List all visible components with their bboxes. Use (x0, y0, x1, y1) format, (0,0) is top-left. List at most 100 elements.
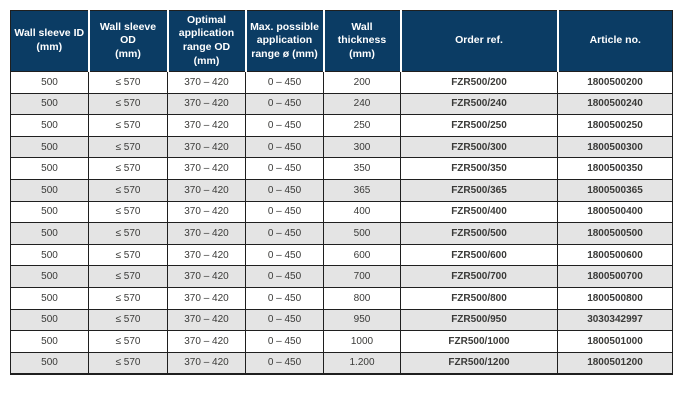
table-row: 500 ≤ 570 370 – 420 0 – 450 700 FZR500/700 180… (10, 265, 673, 288)
cell-order-ref: FZR500/200 (400, 71, 558, 94)
cell-wall-thickness: 350 (323, 157, 401, 180)
table-row: 500 ≤ 570 370 – 420 0 – 450 1000 FZR500/1000 1… (10, 330, 673, 353)
cell-wall-sleeve-id: 500 (10, 265, 89, 288)
cell-wall-thickness: 240 (323, 92, 401, 116)
cell-optimal-range-od: 370 – 420 (167, 308, 246, 332)
table-row: 500 ≤ 570 370 – 420 0 – 450 950 FZR500/950 303… (10, 308, 673, 332)
cell-wall-sleeve-id: 500 (10, 114, 89, 137)
cell-wall-sleeve-od: ≤ 570 (88, 71, 168, 94)
cell-wall-sleeve-id: 500 (10, 330, 89, 353)
cell-wall-sleeve-id: 500 (10, 178, 89, 202)
cell-wall-thickness: 365 (323, 178, 401, 202)
product-spec-table: Wall sleeve ID (mm) Wall sleeve OD (mm) … (10, 10, 673, 375)
cell-wall-thickness: 950 (323, 308, 401, 332)
page: Wall sleeve ID (mm) Wall sleeve OD (mm) … (10, 10, 673, 375)
cell-max-range: 0 – 450 (245, 71, 324, 94)
cell-article-no: 1800500240 (557, 92, 673, 116)
table-row: 500 ≤ 570 370 – 420 0 – 450 300 FZR500/300 180… (10, 135, 673, 159)
cell-order-ref: FZR500/500 (400, 222, 558, 245)
cell-max-range: 0 – 450 (245, 200, 324, 224)
cell-article-no: 1800500800 (557, 286, 673, 310)
cell-wall-sleeve-id: 500 (10, 200, 89, 224)
cell-optimal-range-od: 370 – 420 (167, 286, 246, 310)
cell-article-no: 1800500250 (557, 114, 673, 137)
table-row: 500 ≤ 570 370 – 420 0 – 450 250 FZR500/250 180… (10, 114, 673, 137)
cell-article-no: 1800500500 (557, 222, 673, 245)
cell-order-ref: FZR500/300 (400, 135, 558, 159)
cell-wall-sleeve-id: 500 (10, 157, 89, 180)
table-row: 500 ≤ 570 370 – 420 0 – 450 600 FZR500/600 180… (10, 243, 673, 267)
cell-optimal-range-od: 370 – 420 (167, 243, 246, 267)
cell-wall-sleeve-od: ≤ 570 (88, 157, 168, 180)
cell-order-ref: FZR500/240 (400, 92, 558, 116)
cell-wall-sleeve-id: 500 (10, 308, 89, 332)
column-header-article-no: Article no. (556, 10, 673, 72)
cell-max-range: 0 – 450 (245, 308, 324, 332)
cell-wall-thickness: 250 (323, 114, 401, 137)
cell-order-ref: FZR500/950 (400, 308, 558, 332)
column-header-wall-thickness: Wall thickness (mm) (322, 10, 401, 72)
cell-optimal-range-od: 370 – 420 (167, 157, 246, 180)
cell-wall-sleeve-od: ≤ 570 (88, 330, 168, 353)
table-row: 500 ≤ 570 370 – 420 0 – 450 200 FZR500/200 180… (10, 71, 673, 94)
cell-order-ref: FZR500/700 (400, 265, 558, 288)
cell-order-ref: FZR500/400 (400, 200, 558, 224)
cell-order-ref: FZR500/1000 (400, 330, 558, 353)
cell-max-range: 0 – 450 (245, 265, 324, 288)
cell-wall-sleeve-od: ≤ 570 (88, 351, 168, 375)
cell-optimal-range-od: 370 – 420 (167, 92, 246, 116)
cell-article-no: 1800500300 (557, 135, 673, 159)
cell-wall-sleeve-id: 500 (10, 222, 89, 245)
cell-order-ref: FZR500/365 (400, 178, 558, 202)
cell-max-range: 0 – 450 (245, 157, 324, 180)
cell-max-range: 0 – 450 (245, 286, 324, 310)
cell-order-ref: FZR500/250 (400, 114, 558, 137)
cell-wall-thickness: 300 (323, 135, 401, 159)
cell-optimal-range-od: 370 – 420 (167, 114, 246, 137)
cell-article-no: 1800500600 (557, 243, 673, 267)
column-header-wall-sleeve-id: Wall sleeve ID (mm) (10, 10, 89, 72)
cell-wall-sleeve-od: ≤ 570 (88, 200, 168, 224)
cell-max-range: 0 – 450 (245, 92, 324, 116)
cell-wall-sleeve-od: ≤ 570 (88, 92, 168, 116)
cell-wall-thickness: 200 (323, 71, 401, 94)
cell-wall-thickness: 700 (323, 265, 401, 288)
cell-max-range: 0 – 450 (245, 222, 324, 245)
cell-wall-sleeve-od: ≤ 570 (88, 286, 168, 310)
table-row: 500 ≤ 570 370 – 420 0 – 450 800 FZR500/800 180… (10, 286, 673, 310)
table-row: 500 ≤ 570 370 – 420 0 – 450 500 FZR500/500 180… (10, 222, 673, 245)
cell-wall-sleeve-od: ≤ 570 (88, 178, 168, 202)
table-row: 500 ≤ 570 370 – 420 0 – 450 400 FZR500/400 180… (10, 200, 673, 224)
cell-order-ref: FZR500/1200 (400, 351, 558, 375)
cell-optimal-range-od: 370 – 420 (167, 178, 246, 202)
cell-article-no: 1800500365 (557, 178, 673, 202)
table-row: 500 ≤ 570 370 – 420 0 – 450 240 FZR500/240 180… (10, 92, 673, 116)
cell-optimal-range-od: 370 – 420 (167, 330, 246, 353)
cell-max-range: 0 – 450 (245, 330, 324, 353)
cell-article-no: 1800501000 (557, 330, 673, 353)
cell-article-no: 1800501200 (557, 351, 673, 375)
cell-optimal-range-od: 370 – 420 (167, 135, 246, 159)
cell-wall-sleeve-od: ≤ 570 (88, 265, 168, 288)
cell-order-ref: FZR500/350 (400, 157, 558, 180)
cell-article-no: 3030342997 (557, 308, 673, 332)
cell-wall-sleeve-id: 500 (10, 351, 89, 375)
cell-optimal-range-od: 370 – 420 (167, 222, 246, 245)
cell-max-range: 0 – 450 (245, 243, 324, 267)
cell-wall-sleeve-id: 500 (10, 135, 89, 159)
column-header-max-range: Max. possible application range ø (mm) (244, 10, 324, 72)
cell-optimal-range-od: 370 – 420 (167, 265, 246, 288)
column-header-wall-sleeve-od: Wall sleeve OD (mm) (87, 10, 168, 72)
cell-wall-sleeve-od: ≤ 570 (88, 308, 168, 332)
cell-article-no: 1800500400 (557, 200, 673, 224)
cell-max-range: 0 – 450 (245, 114, 324, 137)
cell-wall-thickness: 1000 (323, 330, 401, 353)
cell-optimal-range-od: 370 – 420 (167, 351, 246, 375)
cell-wall-sleeve-id: 500 (10, 92, 89, 116)
cell-wall-sleeve-od: ≤ 570 (88, 222, 168, 245)
cell-order-ref: FZR500/800 (400, 286, 558, 310)
table-row: 500 ≤ 570 370 – 420 0 – 450 1.200 FZR500/1200… (10, 351, 673, 375)
cell-wall-sleeve-id: 500 (10, 71, 89, 94)
cell-order-ref: FZR500/600 (400, 243, 558, 267)
cell-wall-sleeve-od: ≤ 570 (88, 114, 168, 137)
